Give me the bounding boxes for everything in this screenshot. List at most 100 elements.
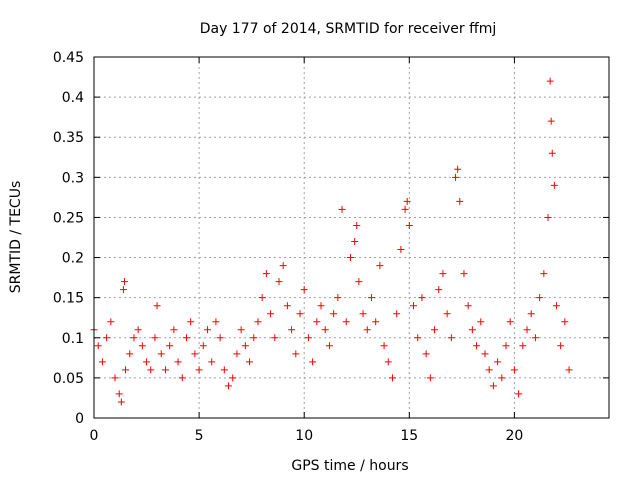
- data-point: [313, 318, 321, 326]
- data-point: [380, 342, 388, 350]
- data-point: [321, 326, 329, 334]
- data-point: [233, 350, 241, 358]
- data-point: [330, 310, 338, 318]
- data-point: [134, 326, 142, 334]
- data-point: [546, 77, 554, 85]
- data-point: [288, 326, 296, 334]
- y-tick-label: 0.15: [53, 291, 84, 307]
- x-tick-label: 20: [505, 428, 523, 444]
- data-point: [401, 205, 409, 213]
- data-point: [98, 358, 106, 366]
- data-point: [292, 350, 300, 358]
- data-point: [153, 302, 161, 310]
- data-point: [204, 326, 212, 334]
- grid-lines: [94, 57, 609, 418]
- data-point: [130, 334, 138, 342]
- data-point: [191, 350, 199, 358]
- y-tick-label: 0.25: [53, 210, 84, 226]
- data-point: [296, 310, 304, 318]
- data-point: [151, 334, 159, 342]
- x-axis-label: GPS time / hours: [291, 458, 408, 474]
- data-point: [468, 326, 476, 334]
- data-point: [454, 165, 462, 173]
- data-point: [161, 366, 169, 374]
- data-point: [435, 286, 443, 294]
- data-point: [111, 374, 119, 382]
- data-point: [208, 358, 216, 366]
- data-point: [414, 334, 422, 342]
- y-tick-label: 0.35: [53, 130, 84, 146]
- data-point: [195, 366, 203, 374]
- data-point: [388, 374, 396, 382]
- data-point: [241, 342, 249, 350]
- data-point: [246, 358, 254, 366]
- data-point: [452, 173, 460, 181]
- data-point: [447, 334, 455, 342]
- data-point: [338, 205, 346, 213]
- data-point: [403, 197, 411, 205]
- data-point: [456, 197, 464, 205]
- data-point: [117, 398, 125, 406]
- data-point: [182, 334, 190, 342]
- data-point: [405, 221, 413, 229]
- data-point: [506, 318, 514, 326]
- data-point: [178, 374, 186, 382]
- data-point: [262, 270, 270, 278]
- data-point: [275, 278, 283, 286]
- data-point: [464, 302, 472, 310]
- x-tick-label: 5: [195, 428, 204, 444]
- data-point: [174, 358, 182, 366]
- data-point: [300, 286, 308, 294]
- plot-frame: [93, 56, 610, 419]
- y-tick-label: 0.4: [62, 90, 84, 106]
- x-tick-label: 10: [295, 428, 313, 444]
- data-point: [267, 310, 275, 318]
- data-point: [523, 326, 531, 334]
- data-point: [443, 310, 451, 318]
- data-point: [515, 390, 523, 398]
- data-point: [254, 318, 262, 326]
- data-point: [485, 366, 493, 374]
- data-point: [536, 294, 544, 302]
- data-point: [494, 358, 502, 366]
- y-axis-ticks: 0 0.05 0.1 0.15 0.2 0.25 0.3 0.35 0.4 0.45: [53, 50, 609, 427]
- data-point: [527, 310, 535, 318]
- chart-title: Day 177 of 2014, SRMTID for receiver ffm…: [200, 21, 497, 37]
- data-point: [393, 310, 401, 318]
- data-point: [552, 302, 560, 310]
- data-point: [565, 366, 573, 374]
- data-point: [166, 342, 174, 350]
- data-point: [372, 318, 380, 326]
- data-point: [544, 213, 552, 221]
- data-point: [460, 270, 468, 278]
- data-point: [119, 286, 127, 294]
- data-point: [126, 350, 134, 358]
- data-point: [346, 254, 354, 262]
- data-point: [547, 117, 555, 125]
- data-point: [94, 342, 102, 350]
- data-point: [342, 318, 350, 326]
- y-tick-label: 0: [75, 411, 84, 427]
- data-point: [216, 334, 224, 342]
- data-point: [540, 270, 548, 278]
- y-axis-label: SRMTID / TECUs: [8, 181, 24, 294]
- data-point: [107, 318, 115, 326]
- data-point: [170, 326, 178, 334]
- data-point: [115, 390, 123, 398]
- data-point: [410, 302, 418, 310]
- data-point: [481, 350, 489, 358]
- data-point: [122, 366, 130, 374]
- data-point: [519, 342, 527, 350]
- data-point: [250, 334, 258, 342]
- data-point: [422, 350, 430, 358]
- data-point: [363, 326, 371, 334]
- data-point: [258, 294, 266, 302]
- data-point: [143, 358, 151, 366]
- data-point: [489, 382, 497, 390]
- data-point: [431, 326, 439, 334]
- data-point: [498, 374, 506, 382]
- y-tick-label: 0.1: [62, 331, 84, 347]
- data-point: [237, 326, 245, 334]
- x-tick-label: 15: [400, 428, 418, 444]
- y-tick-label: 0.2: [62, 251, 84, 267]
